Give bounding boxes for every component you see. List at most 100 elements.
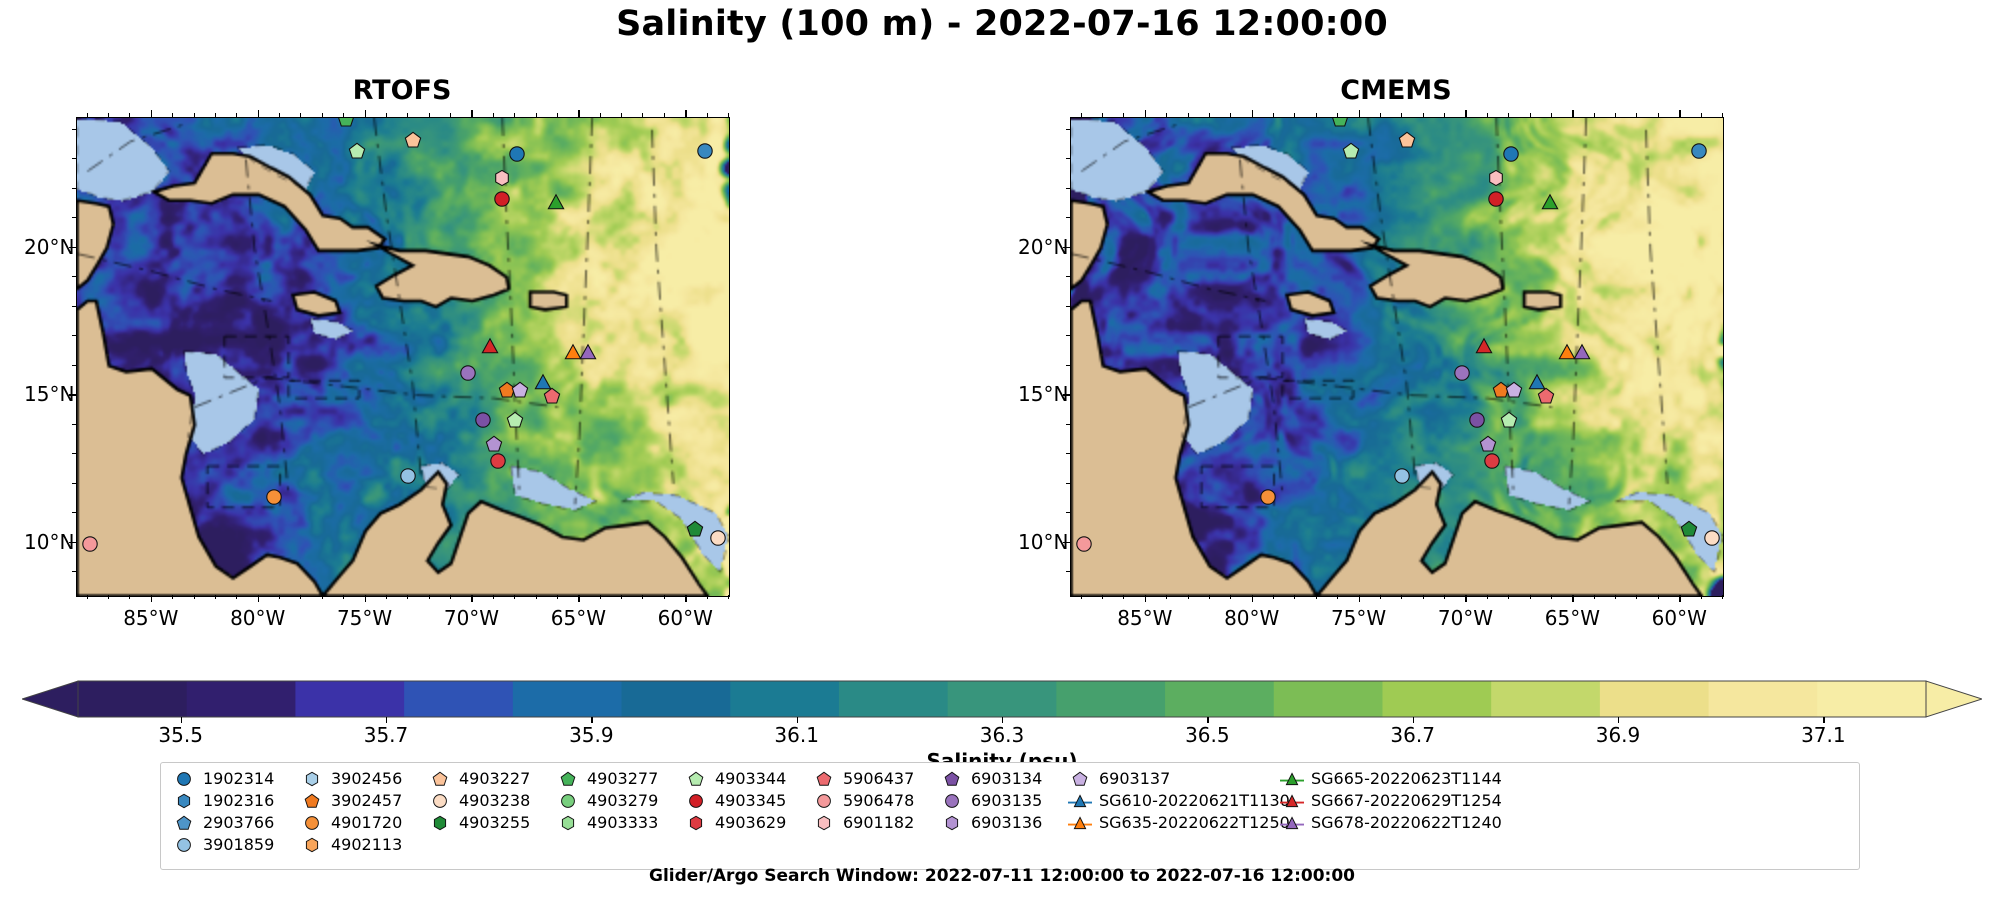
legend-item[interactable]: 4903629 xyxy=(681,812,809,834)
colorbar-tick xyxy=(1823,717,1825,723)
map-marker-6901182[interactable] xyxy=(493,169,511,191)
map-marker-4903227[interactable] xyxy=(1398,131,1416,153)
x-tick-minor xyxy=(621,595,623,599)
legend-item[interactable]: 6901182 xyxy=(809,812,937,834)
map-marker-5906478[interactable] xyxy=(81,535,99,557)
map-marker-4903255[interactable] xyxy=(1680,520,1698,542)
map-marker-5906478[interactable] xyxy=(1075,535,1093,557)
salinity-field-rtofs xyxy=(77,118,729,596)
map-marker-1902314[interactable] xyxy=(1502,145,1520,167)
legend-item[interactable]: 4903238 xyxy=(425,790,553,812)
map-marker-1902316[interactable] xyxy=(1690,142,1708,164)
map-marker-6903136[interactable] xyxy=(1479,435,1497,457)
legend-item[interactable]: 4902113 xyxy=(297,834,425,856)
legend-item[interactable]: SG610-20220621T1130 xyxy=(1065,790,1290,812)
map-marker-4903238[interactable] xyxy=(709,529,727,551)
map-marker-4903345[interactable] xyxy=(493,190,511,212)
legend-item[interactable]: 6903136 xyxy=(937,812,1065,834)
legend-item[interactable]: 1902314 xyxy=(169,768,297,790)
map-marker-5906437[interactable] xyxy=(1537,387,1555,409)
map-marker-SG665[interactable] xyxy=(547,193,565,215)
map-marker-6903134[interactable] xyxy=(1468,411,1486,433)
map-marker-6903135[interactable] xyxy=(1453,364,1471,386)
map-marker-6903135[interactable] xyxy=(459,364,477,386)
colorbar-tick-label: 36.3 xyxy=(979,723,1025,747)
map-marker-SG635[interactable] xyxy=(1558,343,1576,365)
map-marker-4903344[interactable] xyxy=(1342,142,1360,164)
legend-item[interactable]: 4903279 xyxy=(553,790,681,812)
legend-item[interactable]: SG635-20220622T1250 xyxy=(1065,812,1290,834)
legend-item[interactable]: 4903277 xyxy=(553,768,681,790)
map-marker-SG610[interactable] xyxy=(1528,373,1546,395)
map-marker-6903137[interactable] xyxy=(1505,381,1523,403)
x-tick-top xyxy=(1230,113,1232,117)
map-marker-4903238[interactable] xyxy=(1703,529,1721,551)
map-marker-SG667[interactable] xyxy=(481,337,499,359)
map-marker-4903344b[interactable] xyxy=(1500,411,1518,433)
legend-item[interactable]: 4903333 xyxy=(553,812,681,834)
legend-item[interactable]: 3902456 xyxy=(297,768,425,790)
map-marker-4903227[interactable] xyxy=(404,131,422,153)
map-marker-4903255[interactable] xyxy=(686,520,704,542)
map-marker-6903137[interactable] xyxy=(511,381,529,403)
legend-item[interactable]: SG667-20220629T1254 xyxy=(1277,790,1502,812)
legend-item[interactable]: SG665-20220623T1144 xyxy=(1277,768,1502,790)
map-marker-SG667[interactable] xyxy=(1475,337,1493,359)
x-tick-label: 85°W xyxy=(1117,606,1173,630)
map-marker-6901182[interactable] xyxy=(1487,169,1505,191)
y-tick-label: 20°N xyxy=(24,234,75,259)
legend-item[interactable]: 5906478 xyxy=(809,790,937,812)
legend-label: 1902316 xyxy=(203,791,275,810)
legend-item[interactable]: 4903345 xyxy=(681,790,809,812)
legend-item[interactable]: 4903227 xyxy=(425,768,553,790)
map-cmems[interactable] xyxy=(1070,117,1724,597)
map-marker-4903344[interactable] xyxy=(348,142,366,164)
legend-label: 4903277 xyxy=(587,769,659,788)
legend-item[interactable]: 1902316 xyxy=(169,790,297,812)
map-marker-3901859[interactable] xyxy=(1393,467,1411,489)
map-marker-6903136[interactable] xyxy=(485,435,503,457)
legend-item[interactable]: 4901720 xyxy=(297,812,425,834)
x-tick-label: 70°W xyxy=(1437,606,1494,630)
legend-item[interactable]: 6903137 xyxy=(1065,768,1277,790)
legend-item[interactable]: 6903135 xyxy=(937,790,1065,812)
x-tick xyxy=(1465,595,1468,602)
legend-item[interactable]: 5906437 xyxy=(809,768,937,790)
y-tick-minor xyxy=(1066,335,1070,337)
map-marker-4903629[interactable] xyxy=(489,452,507,474)
map-marker-SG665[interactable] xyxy=(1541,193,1559,215)
map-marker-SG678[interactable] xyxy=(579,343,597,365)
legend-item[interactable]: SG678-20220622T1240 xyxy=(1277,812,1502,834)
map-marker-6903134[interactable] xyxy=(474,411,492,433)
y-tick-label: 20°N xyxy=(1018,234,1069,259)
x-tick-minor xyxy=(1187,595,1189,599)
x-tick-minor xyxy=(514,595,516,599)
legend-item[interactable]: 4903255 xyxy=(425,812,553,834)
legend-item[interactable]: 4903344 xyxy=(681,768,809,790)
map-marker-4903344b[interactable] xyxy=(506,411,524,433)
map-marker-SG635[interactable] xyxy=(564,343,582,365)
map-marker-4901720[interactable] xyxy=(265,488,283,510)
y-tick-minor xyxy=(72,187,76,189)
map-marker-4903345[interactable] xyxy=(1487,190,1505,212)
x-tick-top xyxy=(450,113,452,117)
map-marker-4903277[interactable] xyxy=(1331,118,1349,132)
legend-item[interactable]: 2903766 xyxy=(169,812,297,834)
y-tick-minor xyxy=(72,571,76,573)
map-marker-3901859[interactable] xyxy=(399,467,417,489)
legend-item[interactable]: 3902457 xyxy=(297,790,425,812)
legend-column-7: 6903137 SG610-20220621T1130 SG635-20220622… xyxy=(1065,768,1290,865)
map-marker-4903629[interactable] xyxy=(1483,452,1501,474)
map-marker-4903277[interactable] xyxy=(337,118,355,132)
x-tick-minor xyxy=(492,595,494,599)
map-marker-4901720[interactable] xyxy=(1259,488,1277,510)
legend-item[interactable]: 3901859 xyxy=(169,834,297,856)
legend-item[interactable]: 6903134 xyxy=(937,768,1065,790)
x-tick-top xyxy=(1102,113,1104,117)
map-marker-SG678[interactable] xyxy=(1573,343,1591,365)
map-marker-1902316[interactable] xyxy=(696,142,714,164)
map-marker-SG610[interactable] xyxy=(534,373,552,395)
map-marker-5906437[interactable] xyxy=(543,387,561,409)
map-rtofs[interactable] xyxy=(76,117,730,597)
map-marker-1902314[interactable] xyxy=(508,145,526,167)
